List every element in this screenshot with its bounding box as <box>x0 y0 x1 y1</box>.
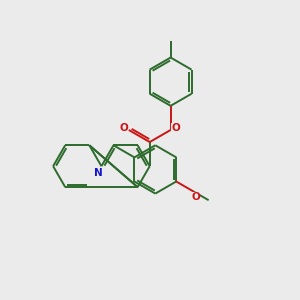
Text: O: O <box>119 123 128 133</box>
Text: N: N <box>94 168 102 178</box>
Text: O: O <box>172 123 180 133</box>
Text: O: O <box>191 192 200 202</box>
